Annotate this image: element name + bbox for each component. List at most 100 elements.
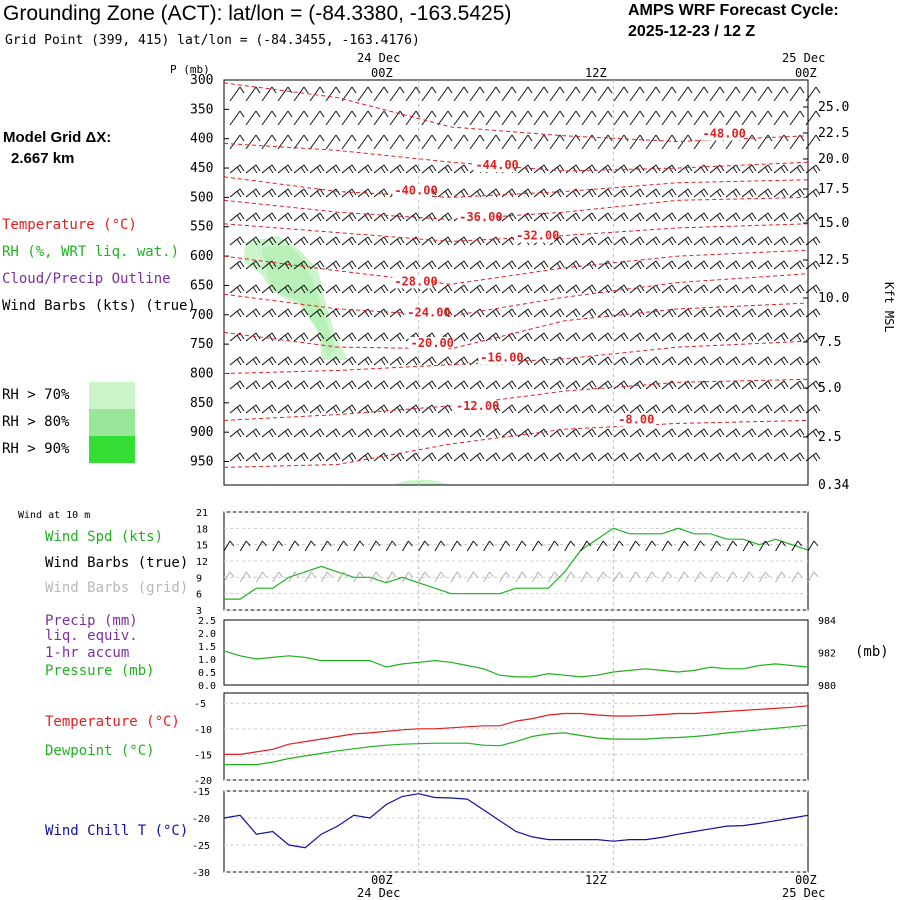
kft-tick-label: 7.5 <box>818 335 841 350</box>
wind-barb-flag <box>543 110 549 118</box>
wind-barb-staff <box>437 356 449 366</box>
wind-barb-flag <box>623 164 629 172</box>
wind-barb-true <box>791 540 799 552</box>
wind-barb-staff <box>725 308 737 318</box>
wind-barb-staff <box>789 212 801 222</box>
wind-barb-flag2 <box>412 214 418 222</box>
wind-barb-staff <box>469 428 481 438</box>
wind-barb-flag <box>527 308 533 316</box>
wind-barb-flag <box>735 212 741 220</box>
wind-barb-flag <box>255 332 261 340</box>
wind-barb-flag <box>351 452 357 460</box>
wind-barb <box>485 308 501 318</box>
bottom-date-1: 24 Dec <box>357 886 400 900</box>
wind-barb-flag2 <box>668 286 674 294</box>
wind-barb <box>661 236 677 246</box>
wind-barb-flag2 <box>716 310 722 318</box>
wind-barb-staff <box>565 380 577 390</box>
wind-barb-staff <box>549 356 561 366</box>
wind-barb-grid <box>272 571 280 583</box>
wind-barb <box>613 236 629 246</box>
wind-barb-flag <box>719 428 725 436</box>
wind-barb <box>661 260 677 270</box>
wind-barb-staff <box>437 212 449 222</box>
wind-barb-flag <box>783 86 789 94</box>
wind-barb-true-flag <box>732 540 738 547</box>
bottom-hour-1: 00Z <box>371 873 393 887</box>
wind-barb <box>677 452 693 462</box>
p-axis-label: P (mb) <box>170 63 210 76</box>
wind-barb-staff <box>741 236 753 246</box>
temp-contour-label-bg <box>453 399 494 413</box>
wind-barb-staff <box>309 380 321 390</box>
wind-barb-staff <box>405 332 417 342</box>
wind-barb-flag2 <box>764 310 770 318</box>
wind-barb-staff <box>629 188 641 198</box>
wind-barb-flag2 <box>620 454 626 462</box>
wind-barb-staff <box>693 86 705 102</box>
wind-barb-grid-flag <box>635 571 640 578</box>
wind-barb-staff <box>357 86 369 102</box>
wind-barb <box>373 284 389 294</box>
wind-barb <box>341 212 357 222</box>
wind-barb <box>757 260 773 270</box>
wind-barb <box>805 308 821 318</box>
temp-contour <box>223 249 809 285</box>
wind-barb <box>357 110 373 126</box>
wind-barb-staff <box>549 134 561 150</box>
legend-precip: Precip (mm) <box>45 613 138 629</box>
wind-barb-staff <box>309 134 321 150</box>
wind-barb <box>229 212 245 222</box>
wind-barb-flag2 <box>348 286 354 294</box>
wind-barb <box>501 86 517 102</box>
wind-barb <box>245 332 261 342</box>
wind-barb <box>549 212 565 222</box>
wind-barb-flag2 <box>364 166 370 174</box>
wind-barb-flag <box>751 212 757 220</box>
wind-barb <box>693 404 709 414</box>
wind-barb-flag2 <box>700 166 706 174</box>
wind-barb-staff <box>741 260 753 270</box>
wind-barb-staff <box>613 452 625 462</box>
wind-barb <box>309 212 325 222</box>
wind-barb-grid <box>807 571 815 583</box>
wind-barb <box>389 308 405 318</box>
wind-barb <box>693 308 709 318</box>
wind-barb <box>229 332 245 342</box>
wind-barb-flag <box>255 134 261 142</box>
wind-barb <box>389 134 405 150</box>
wind-speed-line <box>224 527 809 600</box>
wind-barb <box>613 380 629 390</box>
wind-barb-staff <box>357 452 369 462</box>
wind-barb-flag <box>815 404 821 412</box>
wind-barb-flag <box>399 164 405 172</box>
wind-barb <box>773 212 789 222</box>
wind-barb <box>789 332 805 342</box>
wind-barb-staff <box>709 452 721 462</box>
wind-barb <box>341 188 357 198</box>
wind-barb-flag2 <box>700 262 706 270</box>
wind-barb <box>245 452 261 462</box>
wind-barb-flag2 <box>236 286 242 294</box>
wind-barb-staff <box>485 260 497 270</box>
wind-barb-flag2 <box>316 382 322 390</box>
wind-barb-flag <box>751 380 757 388</box>
wind-barb-staff <box>597 134 609 150</box>
wind-barb <box>485 452 501 462</box>
wind-barb-staff <box>597 428 609 438</box>
precip-tick-label: 0.0 <box>198 681 216 692</box>
wind-barb-staff <box>725 428 737 438</box>
wind-barb <box>341 110 357 126</box>
wind-barb-staff <box>485 380 497 390</box>
wind-barb <box>405 404 421 414</box>
wind-barb-staff <box>501 134 513 150</box>
temp-contour-label: -24.00 <box>407 306 450 320</box>
wind-barb-staff <box>485 134 497 150</box>
wind-barb-flag <box>255 110 261 118</box>
wind-barb-flag2 <box>540 286 546 294</box>
wind-barb-flag2 <box>380 238 386 246</box>
wind-barb-staff <box>805 308 817 318</box>
wind-barb <box>229 308 245 318</box>
wind-barb-flag <box>639 164 645 172</box>
wind-barb-grid <box>548 571 555 583</box>
